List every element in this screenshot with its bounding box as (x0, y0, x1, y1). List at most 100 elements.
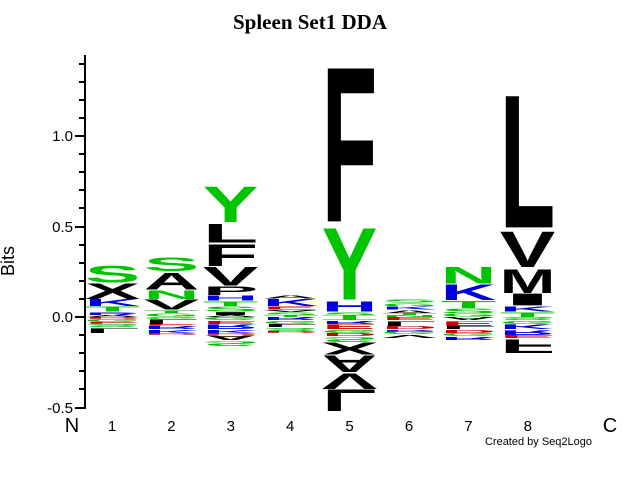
svg-text:K: K (500, 324, 556, 329)
logo-letter-V: V (500, 230, 556, 268)
svg-text:D: D (322, 333, 378, 337)
logo-letter-S: S (441, 308, 497, 313)
svg-text:S: S (262, 328, 318, 332)
logo-letter-F: F (203, 243, 259, 267)
x-label-7: 7 (464, 418, 473, 435)
svg-text:D: D (84, 317, 140, 319)
logo-letter-E: E (322, 324, 378, 329)
y-minor-tick (79, 370, 84, 373)
svg-text:L: L (84, 328, 140, 333)
svg-text:A: A (322, 355, 378, 373)
logo-letter-L: L (262, 324, 318, 328)
logo-letter-S: S (144, 257, 200, 271)
logo-letter-G: G (262, 321, 318, 325)
svg-text:S: S (84, 324, 140, 328)
svg-text:G: G (144, 317, 200, 319)
svg-text:A: A (203, 335, 259, 340)
logo-letter-S: S (203, 306, 259, 311)
logo-letter-R: R (441, 337, 497, 341)
logo-letter-V: V (144, 299, 200, 310)
logo-letter-T: T (322, 317, 378, 321)
logo-letter-K: K (500, 306, 556, 311)
logo-letter-A: A (203, 335, 259, 340)
logo-letter-N: N (144, 290, 200, 299)
logo-letter-T: T (322, 315, 378, 317)
y-minor-tick (79, 243, 84, 246)
svg-text:R: R (441, 337, 497, 341)
svg-text:E: E (441, 321, 497, 326)
logo-letter-L: L (500, 89, 556, 230)
logo-letter-S: S (322, 337, 378, 342)
svg-text:G: G (500, 321, 556, 325)
logo-letter-G: G (441, 333, 497, 337)
svg-text:Y: Y (322, 225, 378, 301)
logo-letter-L: L (441, 326, 497, 330)
logo-letter-V: V (322, 373, 378, 389)
svg-text:E: E (500, 335, 556, 339)
svg-text:Y: Y (203, 185, 259, 223)
svg-text:T: T (84, 306, 140, 311)
y-minor-tick (79, 207, 84, 210)
svg-text:D: D (203, 333, 259, 335)
y-axis-label: Bits (0, 245, 18, 276)
svg-text:S: S (500, 317, 556, 321)
logo-letter-G: G (381, 331, 437, 335)
logo-letter-L: L (84, 328, 140, 333)
logo-letter-K: K (262, 299, 318, 306)
logo-letter-T: T (500, 312, 556, 317)
svg-text:T: T (381, 313, 437, 315)
x-label-C: C (602, 415, 618, 437)
logo-letter-I: I (500, 293, 556, 306)
svg-text:V: V (500, 230, 556, 268)
logo-letter-S: S (322, 312, 378, 316)
svg-text:S: S (144, 257, 200, 271)
svg-text:A: A (441, 317, 497, 321)
logo-letter-T: T (262, 315, 318, 317)
y-major-tick (75, 316, 84, 318)
x-label-4: 4 (286, 418, 295, 435)
svg-text:R: R (381, 330, 437, 332)
svg-text:V: V (144, 299, 200, 310)
logo-letter-L: L (381, 321, 437, 326)
logo-letter-L: L (322, 389, 378, 413)
y-minor-tick (79, 80, 84, 83)
x-label-N: N (64, 415, 80, 437)
svg-text:T: T (144, 310, 200, 314)
logo-letter-D: D (144, 333, 200, 335)
svg-text:T: T (500, 312, 556, 317)
logo-letter-T: T (441, 301, 497, 308)
logo-letter-D: D (262, 331, 318, 333)
logo-letter-A: A (203, 315, 259, 317)
y-minor-tick (79, 261, 84, 264)
logo-letter-A: A (322, 355, 378, 373)
svg-text:G: G (322, 330, 378, 334)
svg-text:K: K (203, 330, 259, 334)
svg-text:V: V (203, 266, 259, 286)
svg-text:G: G (203, 317, 259, 321)
svg-text:H: H (322, 301, 378, 312)
svg-text:L: L (144, 319, 200, 324)
x-label-2: 2 (167, 418, 176, 435)
x-label-6: 6 (404, 418, 414, 435)
logo-letter-G: G (381, 303, 437, 307)
logo-letter-A: A (262, 295, 318, 299)
svg-text:D: D (441, 330, 497, 334)
svg-text:R: R (322, 321, 378, 325)
y-minor-tick (79, 279, 84, 282)
y-tick-label: 0.0 (52, 309, 73, 326)
logo-letter-N: N (441, 266, 497, 284)
logo-letter-K: K (381, 306, 437, 310)
svg-text:E: E (84, 322, 140, 324)
logo-letter-V: V (262, 310, 318, 312)
svg-text:S: S (322, 337, 378, 342)
svg-text:X: X (84, 283, 140, 299)
logo-letter-H: H (203, 295, 259, 300)
logo-letter-D: D (322, 333, 378, 337)
svg-text:G: G (84, 319, 140, 323)
logo-letter-A: A (144, 272, 200, 290)
